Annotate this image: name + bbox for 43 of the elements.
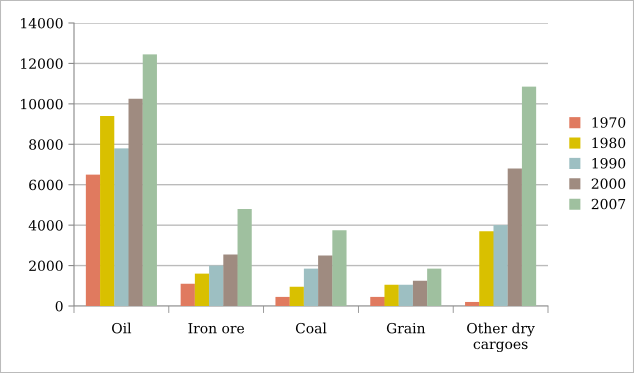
bar (412, 280, 428, 306)
legend-label: 2000 (592, 178, 626, 189)
bar (384, 284, 399, 306)
bar (493, 225, 508, 306)
y-tick-label: 2000 (29, 260, 63, 272)
x-tick-label: Grain (386, 322, 426, 334)
x-tick-label: Other dry cargoes (467, 322, 535, 352)
bar (142, 54, 157, 306)
bar (304, 268, 318, 306)
bar (290, 286, 304, 306)
legend-label: 1980 (592, 138, 626, 148)
bar (114, 148, 129, 306)
bar (465, 302, 480, 306)
legend-label: 1990 (592, 158, 626, 169)
x-tick-label: Iron ore (188, 323, 244, 334)
bar (128, 98, 143, 306)
bar (209, 266, 224, 306)
x-tick-label: Oil (112, 322, 132, 334)
legend-label: 1970 (592, 117, 626, 128)
bar (86, 174, 100, 306)
bar (100, 116, 114, 306)
y-tick-label: 12000 (21, 58, 63, 69)
bar (238, 208, 252, 306)
y-tick-label: 6000 (29, 180, 63, 190)
y-tick-label: 10000 (21, 98, 63, 110)
bar (194, 274, 210, 306)
bar (522, 86, 536, 306)
bar (398, 284, 413, 306)
bar (275, 296, 290, 306)
bar (370, 296, 384, 306)
legend-label: 2007 (592, 198, 626, 210)
bar (508, 168, 522, 306)
y-tick-label: 14000 (21, 18, 63, 28)
bar (427, 268, 442, 306)
bar (318, 255, 332, 306)
y-tick-label: 0 (56, 300, 63, 312)
y-tick-label: 4000 (28, 220, 63, 231)
y-tick-label: 8000 (29, 139, 63, 150)
bar (332, 230, 347, 306)
bar (180, 284, 195, 306)
bar (479, 231, 494, 306)
x-tick-label: Coal (296, 322, 326, 334)
bar (223, 254, 238, 306)
